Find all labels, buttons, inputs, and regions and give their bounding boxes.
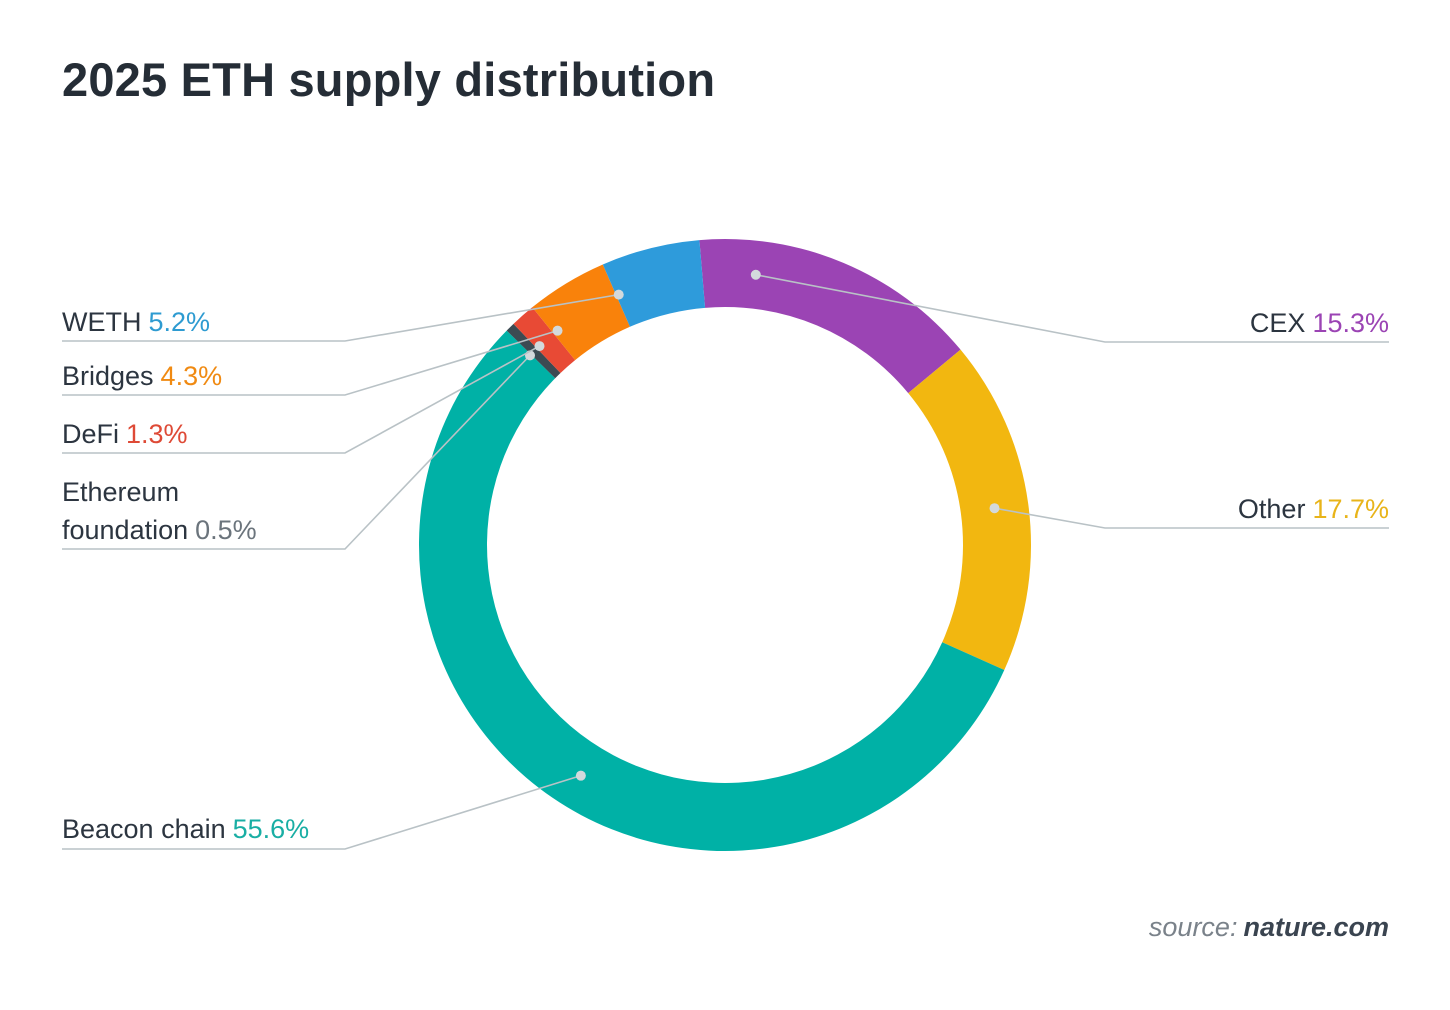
leader-line-ethereum-foundation (62, 354, 531, 550)
label-defi: DeFi 1.3% (62, 415, 188, 453)
label-value: 4.3% (160, 361, 223, 391)
slice-other[interactable] (908, 349, 1031, 671)
leader-line-beacon-chain (62, 774, 582, 850)
label-bridges: Bridges 4.3% (62, 357, 222, 395)
label-name: CEX (1249, 308, 1306, 338)
slice-defi[interactable] (513, 307, 576, 373)
slice-beacon-chain[interactable] (419, 330, 1005, 851)
leader-dot-defi (534, 341, 545, 352)
leader-line-other (994, 507, 1389, 529)
source-prefix: source: (1148, 912, 1238, 942)
slice-weth[interactable] (602, 240, 706, 327)
slice-bridges[interactable] (532, 264, 630, 361)
leader-dot-bridges (552, 325, 563, 336)
leader-line-weth (62, 293, 619, 342)
label-other: Other 17.7% (1238, 490, 1389, 528)
label-value: 0.5% (195, 515, 257, 545)
leader-dot-cex (750, 269, 761, 280)
label-name: WETH (62, 307, 142, 337)
leader-line-bridges (62, 329, 558, 396)
label-name-line1: Ethereum (62, 477, 180, 507)
label-name: Beacon chain (62, 814, 226, 844)
label-beacon-chain: Beacon chain 55.6% (62, 810, 309, 848)
label-value: 15.3% (1312, 308, 1389, 338)
leader-line-defi (62, 345, 540, 454)
slice-ethereum-foundation[interactable] (506, 323, 561, 379)
label-name: Bridges (62, 361, 154, 391)
label-name-line2: foundation 0.5% (62, 515, 257, 545)
label-value: 17.7% (1312, 494, 1389, 524)
label-name: DeFi (62, 419, 120, 449)
source-site[interactable]: nature.com (1243, 912, 1389, 942)
source-note: source: nature.com (1149, 912, 1389, 943)
leader-line-cex (755, 273, 1389, 343)
label-ethereum-foundation: Ethereum foundation 0.5% (62, 473, 257, 549)
leader-dot-beacon-chain (575, 770, 586, 781)
label-cex: CEX 15.3% (1250, 304, 1389, 342)
label-value: 1.3% (126, 419, 188, 449)
leader-dot-weth (613, 289, 624, 300)
label-value: 55.6% (232, 814, 310, 844)
slice-cex[interactable] (699, 239, 961, 394)
label-weth: WETH 5.2% (62, 303, 210, 341)
label-value: 5.2% (148, 307, 211, 337)
chart-title: 2025 ETH supply distribution (62, 53, 716, 106)
label-name: Other (1237, 494, 1306, 524)
leader-dot-other (989, 503, 1000, 514)
